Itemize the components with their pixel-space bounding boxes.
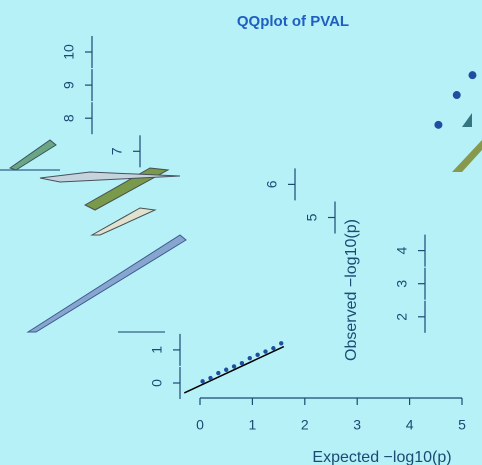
y-tick-label: 10 xyxy=(61,44,77,60)
point xyxy=(200,379,205,384)
y-tick-label: 3 xyxy=(394,280,410,288)
point xyxy=(216,370,221,376)
point xyxy=(263,349,268,354)
point xyxy=(247,355,252,361)
y-tick-label: 0 xyxy=(149,379,165,387)
y-tick-label: 6 xyxy=(264,180,280,188)
point xyxy=(468,71,477,80)
y-tick-label: 2 xyxy=(394,313,410,321)
y-tick-label: 5 xyxy=(304,213,320,221)
y-tick-label: 7 xyxy=(109,147,125,155)
x-tick-label: 2 xyxy=(301,417,309,433)
x-tick-label: 3 xyxy=(353,417,361,433)
y-tick-label: 1 xyxy=(149,346,165,354)
x-axis-label: Expected −log10(p) xyxy=(312,449,451,465)
point xyxy=(279,341,284,346)
chart-title: QQplot of PVAL xyxy=(237,13,349,30)
point xyxy=(271,346,276,351)
point xyxy=(255,352,260,358)
x-tick-label: 5 xyxy=(458,417,466,433)
x-tick-label: 1 xyxy=(249,417,257,433)
point xyxy=(224,367,229,372)
glitch-fragments xyxy=(0,113,482,333)
point xyxy=(231,364,237,369)
x-tick-label: 0 xyxy=(196,417,204,433)
x-tick-label: 4 xyxy=(406,417,414,433)
y-tick-label: 8 xyxy=(61,114,77,122)
reference-line xyxy=(183,345,285,394)
y-tick-label: 9 xyxy=(61,81,77,89)
point xyxy=(239,360,245,366)
point xyxy=(208,375,213,381)
y-tick-label: 4 xyxy=(394,246,410,254)
point xyxy=(452,91,461,100)
y-axis-label: Observed −log10(p) xyxy=(343,219,360,361)
point xyxy=(434,120,443,129)
